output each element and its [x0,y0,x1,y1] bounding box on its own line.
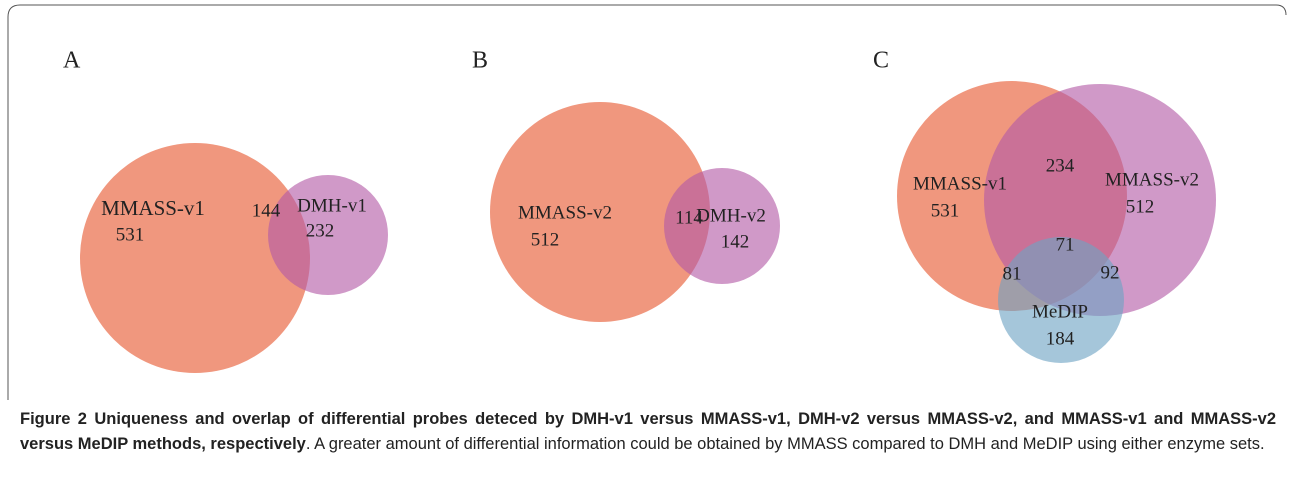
set-circle [268,175,388,295]
caption-title: Uniqueness and overlap of differential p… [20,410,1276,453]
set-name: MMASS-v1 [913,173,1007,194]
set-name: DMH-v2 [696,205,766,226]
region-count: 184 [1046,328,1075,349]
panel-label: C [873,48,889,74]
set-circle [664,168,780,284]
caption-label: Figure 2 [20,410,87,428]
region-count: 512 [1126,196,1155,217]
region-count: 144 [252,200,281,221]
region-count: 71 [1056,234,1075,255]
frame [7,4,1287,400]
set-name: MMASS-v2 [518,202,612,223]
region-count: 234 [1046,155,1075,176]
caption-text: . A greater amount of differential infor… [305,435,1265,453]
caption: Figure 2 Uniqueness and overlap of diffe… [20,407,1276,457]
panel-label: B [472,48,488,74]
region-count: 142 [721,231,750,252]
region-count: 81 [1003,263,1022,284]
set-name: MMASS-v2 [1105,169,1199,190]
region-count: 92 [1101,262,1120,283]
panel-label: A [63,48,81,74]
region-count: 114 [675,207,703,228]
set-name: DMH-v1 [297,195,367,216]
region-count: 531 [116,224,145,245]
region-count: 232 [306,220,335,241]
set-circle [490,102,710,322]
region-count: 531 [931,200,960,221]
set-circle [80,143,310,373]
region-count: 512 [531,229,560,250]
set-name: MeDIP [1032,301,1088,322]
set-circle [998,237,1124,363]
set-name: MMASS-v1 [101,196,205,220]
